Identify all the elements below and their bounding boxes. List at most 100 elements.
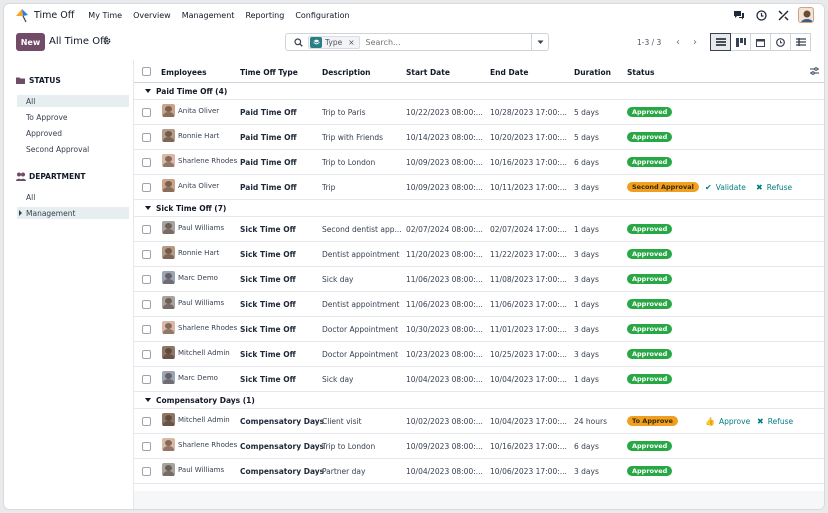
cell-employee[interactable]: Ronnie Hart: [162, 246, 219, 259]
table-row[interactable]: Sharlene Rhodes Paid Time Off Trip to Lond…: [134, 150, 824, 175]
cell-employee[interactable]: Marc Demo: [162, 271, 218, 284]
menu-my-time[interactable]: My Time: [88, 10, 123, 20]
table-row[interactable]: Paul Williams Sick Time Off Dentist appoin…: [134, 292, 824, 317]
row-checkbox[interactable]: [142, 225, 151, 234]
department-item-management[interactable]: Management: [17, 207, 129, 219]
table-row[interactable]: Ronnie Hart Paid Time Off Trip with Friend…: [134, 125, 824, 150]
approve-button[interactable]: 👍 Approve: [705, 417, 750, 426]
employee-avatar[interactable]: [162, 104, 175, 117]
column-end-date[interactable]: End Date: [490, 68, 529, 77]
clock-icon[interactable]: [754, 8, 768, 22]
row-checkbox[interactable]: [142, 375, 151, 384]
row-checkbox[interactable]: [142, 275, 151, 284]
row-checkbox[interactable]: [142, 442, 151, 451]
cell-employee[interactable]: Paul Williams: [162, 463, 224, 476]
list-view-button[interactable]: [710, 33, 731, 51]
select-all-checkbox[interactable]: [142, 67, 151, 76]
refuse-button[interactable]: ✖ Refuse: [757, 417, 793, 426]
employee-avatar[interactable]: [162, 179, 175, 192]
calendar-view-button[interactable]: [750, 33, 771, 51]
employee-avatar[interactable]: [162, 463, 175, 476]
caret-down-icon[interactable]: [145, 89, 151, 93]
row-checkbox[interactable]: [142, 250, 151, 259]
user-avatar[interactable]: [798, 7, 814, 23]
menu-reporting[interactable]: Reporting: [245, 10, 285, 20]
search-facet-type[interactable]: Type ×: [308, 35, 360, 49]
table-row[interactable]: Marc Demo Sick Time Off Sick day 11/06/2023…: [134, 267, 824, 292]
row-checkbox[interactable]: [142, 183, 151, 192]
cell-employee[interactable]: Sharlene Rhodes: [162, 321, 237, 334]
table-row[interactable]: Marc Demo Sick Time Off Sick day 10/04/2023…: [134, 367, 824, 392]
cell-employee[interactable]: Anita Oliver: [162, 104, 219, 117]
row-checkbox[interactable]: [142, 325, 151, 334]
row-checkbox[interactable]: [142, 300, 151, 309]
pager-value[interactable]: 1-3 / 3: [637, 38, 662, 47]
table-row[interactable]: Anita Oliver Paid Time Off Trip to Paris 10…: [134, 100, 824, 125]
employee-avatar[interactable]: [162, 221, 175, 234]
status-item-second-approval[interactable]: Second Approval: [26, 144, 90, 154]
column-start-date[interactable]: Start Date: [406, 68, 450, 77]
column-status[interactable]: Status: [627, 68, 655, 77]
search-input[interactable]: [365, 37, 506, 47]
time-off-logo-icon[interactable]: [14, 7, 30, 23]
row-checkbox[interactable]: [142, 133, 151, 142]
tools-icon[interactable]: [776, 8, 790, 22]
column-duration[interactable]: Duration: [574, 68, 611, 77]
facet-remove-icon[interactable]: ×: [348, 37, 355, 47]
cell-employee[interactable]: Sharlene Rhodes: [162, 438, 237, 451]
row-checkbox[interactable]: [142, 467, 151, 476]
validate-button[interactable]: ✔ Validate: [705, 183, 746, 192]
status-item-to-approve[interactable]: To Approve: [26, 112, 68, 122]
cell-employee[interactable]: Sharlene Rhodes: [162, 154, 237, 167]
row-checkbox[interactable]: [142, 417, 151, 426]
menu-overview[interactable]: Overview: [133, 10, 171, 20]
cell-employee[interactable]: Ronnie Hart: [162, 129, 219, 142]
menu-configuration[interactable]: Configuration: [295, 10, 350, 20]
table-row[interactable]: Paul Williams Compensatory Days Partner da…: [134, 459, 824, 484]
cell-employee[interactable]: Anita Oliver: [162, 179, 219, 192]
group-row[interactable]: Compensatory Days (1): [134, 392, 824, 409]
cell-employee[interactable]: Paul Williams: [162, 221, 224, 234]
status-item-approved[interactable]: Approved: [26, 128, 62, 138]
column-time-off-type[interactable]: Time Off Type: [240, 68, 298, 77]
cell-employee[interactable]: Paul Williams: [162, 296, 224, 309]
status-item-all[interactable]: All: [17, 95, 129, 107]
table-row[interactable]: Mitchell Admin Compensatory Days Client vi…: [134, 409, 824, 434]
caret-down-icon[interactable]: [145, 206, 151, 210]
new-button[interactable]: New: [16, 33, 45, 51]
row-checkbox[interactable]: [142, 158, 151, 167]
refuse-button[interactable]: ✖ Refuse: [756, 183, 792, 192]
cell-employee[interactable]: Mitchell Admin: [162, 413, 230, 426]
table-row[interactable]: Sharlene Rhodes Compensatory Days Trip to …: [134, 434, 824, 459]
column-settings-icon[interactable]: [810, 67, 819, 77]
chat-icon[interactable]: [732, 8, 746, 22]
employee-avatar[interactable]: [162, 346, 175, 359]
caret-down-icon[interactable]: [145, 398, 151, 402]
gear-icon[interactable]: [103, 37, 111, 45]
department-item-all[interactable]: All: [26, 192, 36, 202]
employee-avatar[interactable]: [162, 154, 175, 167]
cell-employee[interactable]: Marc Demo: [162, 371, 218, 384]
employee-avatar[interactable]: [162, 296, 175, 309]
column-employees[interactable]: Employees: [161, 68, 207, 77]
employee-avatar[interactable]: [162, 271, 175, 284]
kanban-view-button[interactable]: [730, 33, 751, 51]
group-row[interactable]: Paid Time Off (4): [134, 83, 824, 100]
pager-previous-icon[interactable]: ‹: [676, 36, 680, 48]
employee-avatar[interactable]: [162, 129, 175, 142]
search-dropdown-toggle[interactable]: [531, 34, 548, 50]
row-checkbox[interactable]: [142, 108, 151, 117]
table-row[interactable]: Paul Williams Sick Time Off Second dentist…: [134, 217, 824, 242]
employee-avatar[interactable]: [162, 413, 175, 426]
pager-next-icon[interactable]: ›: [693, 36, 697, 48]
table-row[interactable]: Sharlene Rhodes Sick Time Off Doctor Appoi…: [134, 317, 824, 342]
table-row[interactable]: Ronnie Hart Sick Time Off Dentist appointm…: [134, 242, 824, 267]
caret-right-icon[interactable]: [19, 210, 22, 216]
group-row[interactable]: Sick Time Off (7): [134, 200, 824, 217]
pivot-view-button[interactable]: [790, 33, 811, 51]
employee-avatar[interactable]: [162, 321, 175, 334]
app-name[interactable]: Time Off: [34, 9, 75, 21]
menu-management[interactable]: Management: [181, 10, 235, 20]
activity-view-button[interactable]: [770, 33, 791, 51]
row-checkbox[interactable]: [142, 350, 151, 359]
